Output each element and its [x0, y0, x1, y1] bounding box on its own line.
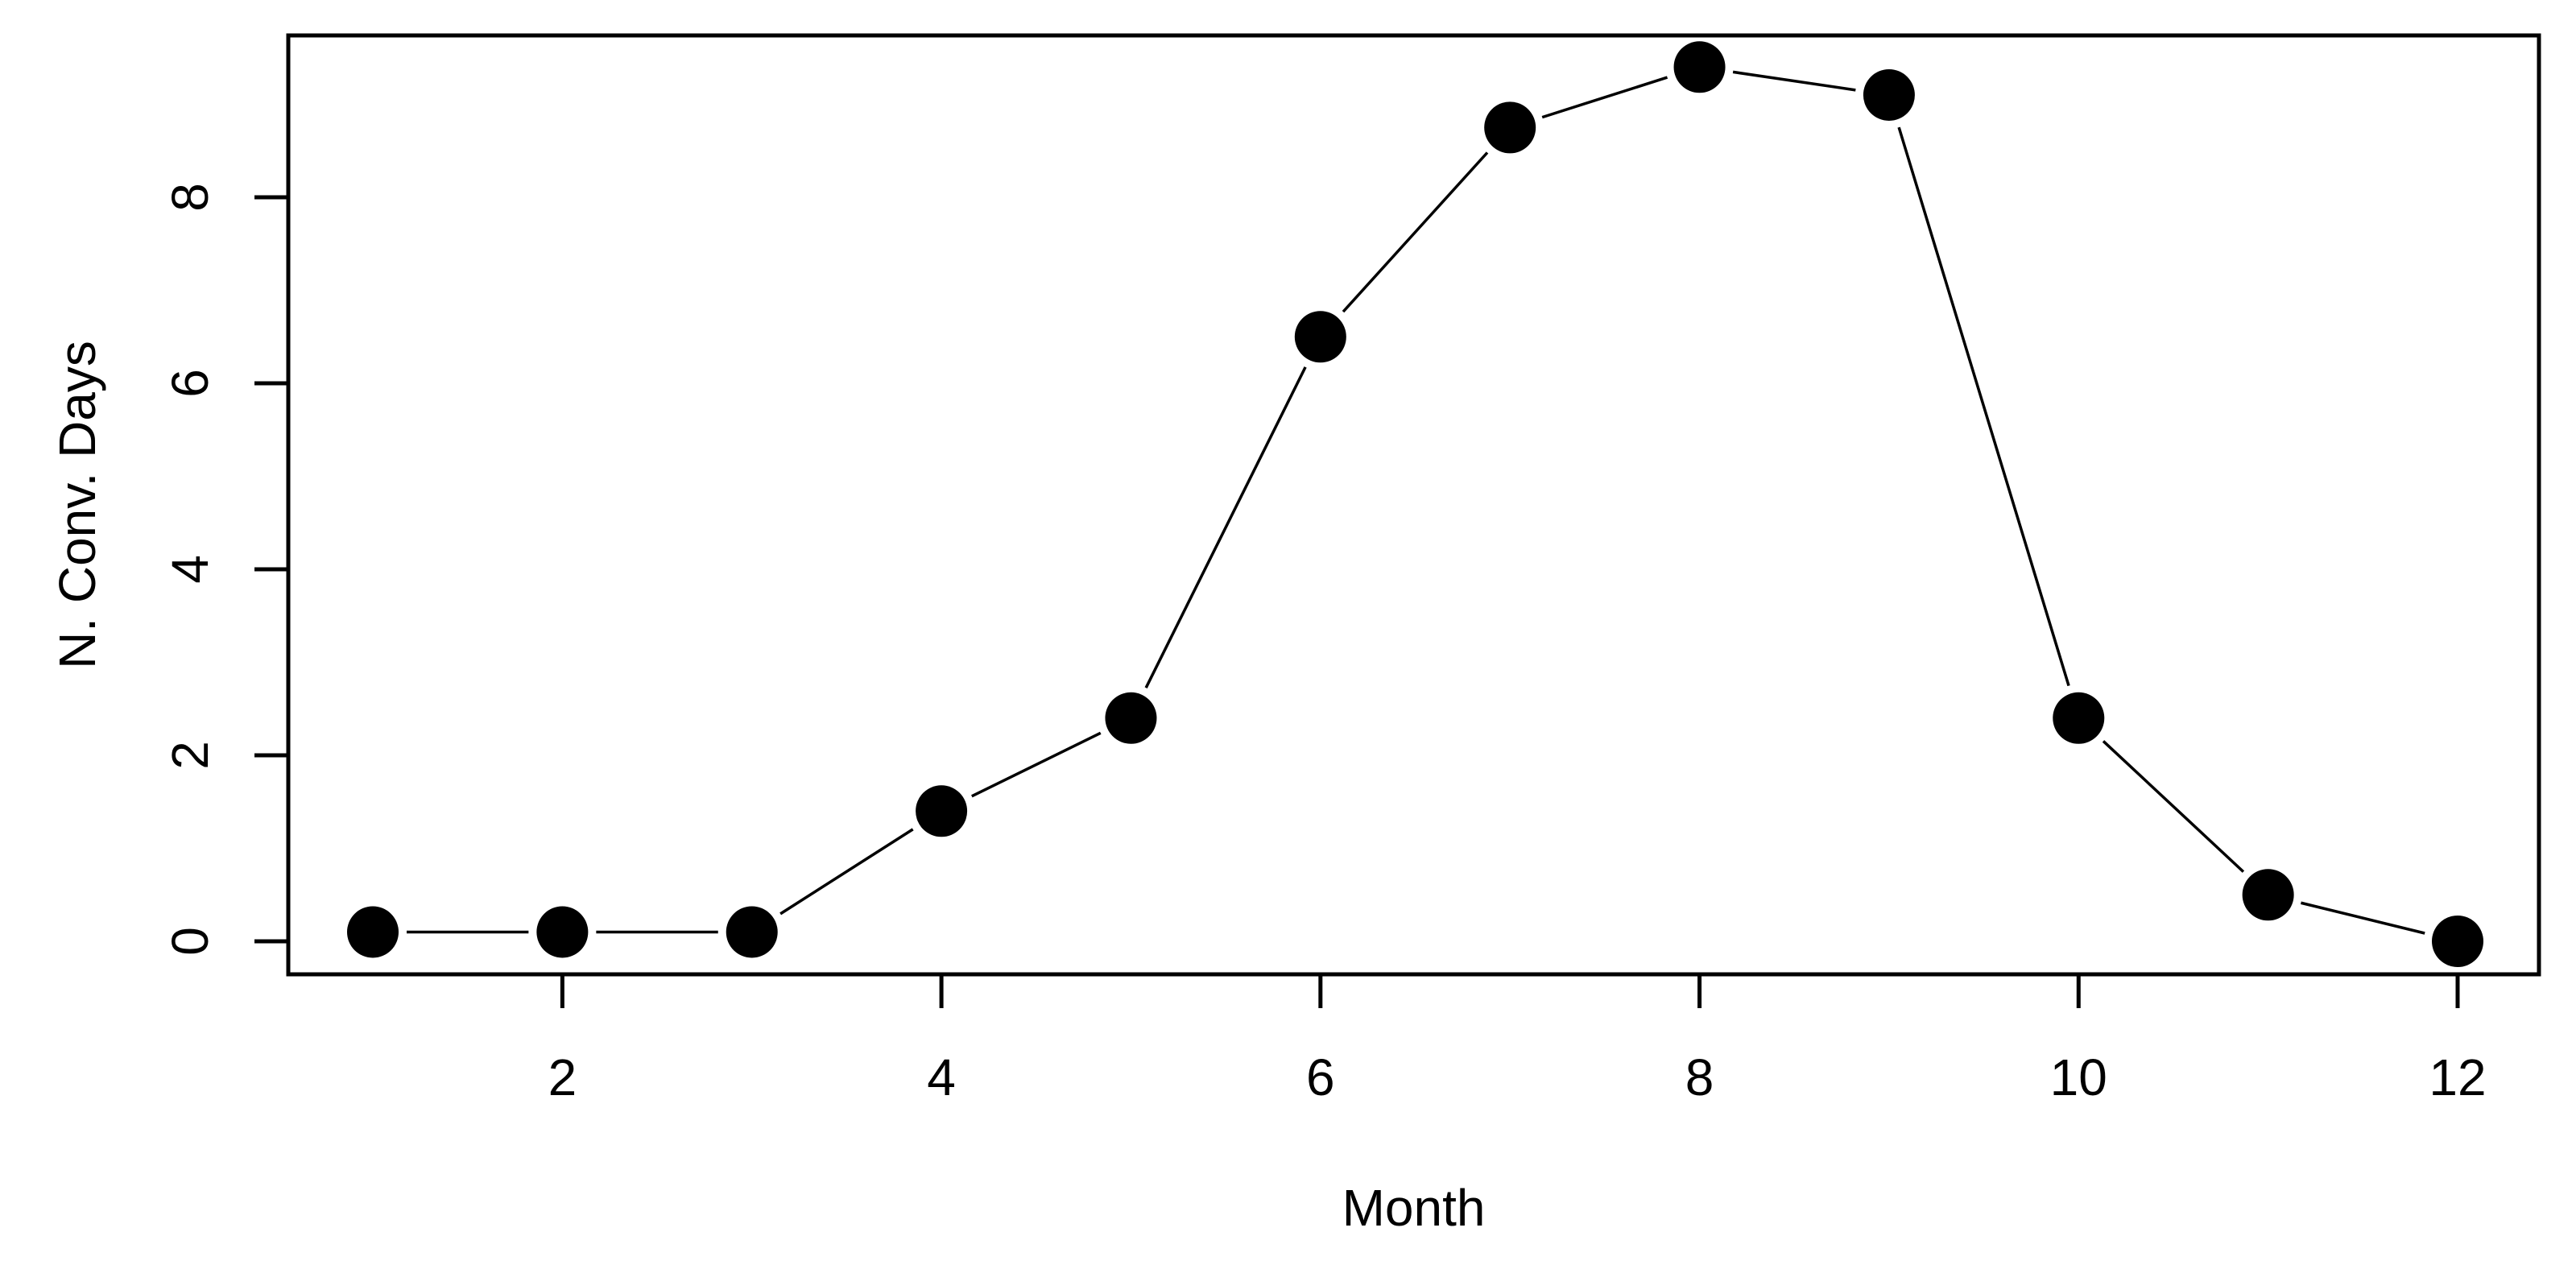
plot-area-border [286, 33, 2541, 977]
data-point [1863, 68, 1915, 121]
series-segment [1342, 151, 1489, 313]
data-point [2432, 916, 2484, 967]
data-point [1294, 311, 1346, 363]
data-point [916, 785, 968, 837]
data-point [1673, 41, 1726, 93]
data-point [2242, 869, 2294, 921]
series-segment [2102, 740, 2245, 873]
series-segment [1144, 366, 1307, 688]
series-segment [779, 828, 914, 916]
data-point [2053, 692, 2105, 744]
data-point [536, 906, 589, 958]
x-tick-label: 4 [927, 1048, 956, 1106]
series-segment [2301, 901, 2425, 935]
series-points [347, 41, 2484, 967]
x-axis-ticks [560, 974, 2460, 1008]
data-point [1105, 692, 1157, 744]
series-segment [1897, 126, 2070, 687]
series-segment [971, 731, 1102, 798]
series-line [407, 70, 2425, 935]
x-tick-label: 12 [2429, 1048, 2486, 1106]
x-tick-label: 8 [1685, 1048, 1714, 1106]
y-axis-ticks [254, 195, 288, 944]
series-segment [1541, 76, 1668, 119]
data-point [1484, 101, 1536, 154]
y-tick-label: 6 [161, 369, 219, 398]
y-tick-label: 2 [161, 741, 219, 770]
series-segment [1732, 70, 1856, 92]
y-axis-label: N. Conv. Days [48, 341, 106, 669]
x-axis-tick-labels: 2 4 6 8 10 12 [548, 1048, 2487, 1106]
data-point [726, 906, 778, 958]
x-tick-label: 10 [2050, 1048, 2107, 1106]
y-axis-tick-labels: 0 2 4 6 8 [161, 183, 219, 956]
x-axis-label: Month [1342, 1179, 1486, 1237]
x-tick-label: 6 [1306, 1048, 1335, 1106]
y-tick-label: 4 [161, 555, 219, 584]
data-point [347, 906, 399, 958]
y-tick-label: 8 [161, 183, 219, 212]
y-tick-label: 0 [161, 927, 219, 956]
x-tick-label: 2 [548, 1048, 577, 1106]
